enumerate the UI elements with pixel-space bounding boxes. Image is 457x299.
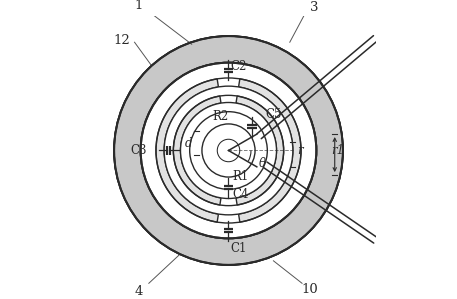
Text: 12: 12	[114, 34, 131, 47]
Text: r: r	[297, 144, 303, 157]
Text: R1: R1	[233, 170, 249, 182]
Circle shape	[202, 124, 255, 177]
Text: R2: R2	[212, 110, 228, 123]
Circle shape	[114, 36, 343, 265]
Circle shape	[217, 139, 240, 162]
Text: C4: C4	[233, 188, 249, 201]
Text: d: d	[185, 137, 192, 150]
Text: 4: 4	[134, 285, 143, 298]
Text: 10: 10	[302, 283, 319, 296]
Text: C2: C2	[230, 60, 247, 73]
Circle shape	[190, 112, 267, 189]
Text: 1: 1	[134, 0, 143, 12]
Circle shape	[181, 103, 276, 199]
Circle shape	[141, 63, 316, 238]
Text: 3: 3	[310, 1, 319, 14]
Wedge shape	[173, 96, 221, 205]
Wedge shape	[156, 79, 218, 222]
Circle shape	[164, 86, 293, 215]
Wedge shape	[114, 36, 343, 265]
Text: r1: r1	[331, 144, 345, 157]
Text: θ: θ	[259, 157, 266, 170]
Wedge shape	[236, 96, 284, 205]
Text: C1: C1	[230, 242, 247, 255]
Text: C3: C3	[130, 144, 147, 157]
Wedge shape	[239, 79, 301, 222]
Text: C5: C5	[265, 108, 282, 121]
